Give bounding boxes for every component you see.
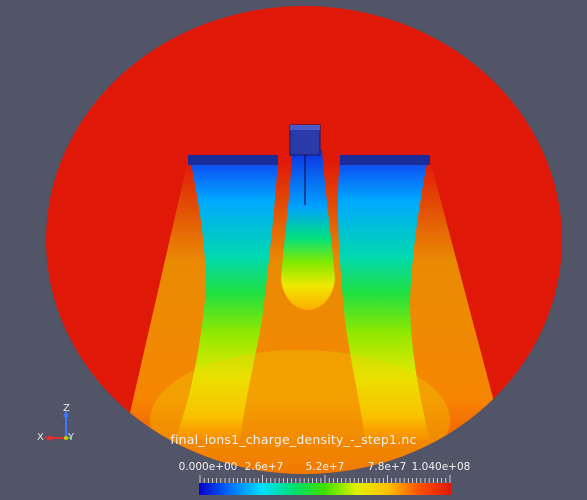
legend-tick-label: 5.2e+7	[305, 461, 345, 473]
center-plume	[281, 150, 335, 310]
legend-tickmarks	[199, 475, 451, 483]
legend-tick-label: 2.6e+7	[244, 461, 284, 473]
lower-haze	[150, 350, 450, 474]
emitter-cap	[290, 125, 320, 130]
right-plume	[337, 158, 430, 440]
legend-tick-label: 0.000e+00	[178, 461, 238, 473]
axes-origin	[64, 436, 68, 440]
legend-colorbar	[199, 483, 451, 495]
legend-tick-label: 7.8e+7	[367, 461, 407, 473]
y-axis-label: Y	[68, 432, 75, 443]
z-axis-label: Z	[63, 403, 70, 414]
legend-color-gradient	[199, 483, 451, 495]
right-electrode	[340, 155, 430, 165]
orientation-axes	[44, 410, 72, 441]
x-arrowhead	[44, 435, 51, 441]
left-plume	[175, 158, 278, 440]
z-arrowhead	[63, 410, 69, 417]
x-axis-label: X	[37, 432, 44, 443]
left-electrode	[188, 155, 278, 165]
legend-tick-label: 1.040e+08	[411, 461, 471, 473]
dataset-filename: final_ions1_charge_density_-_step1.nc	[170, 432, 417, 447]
